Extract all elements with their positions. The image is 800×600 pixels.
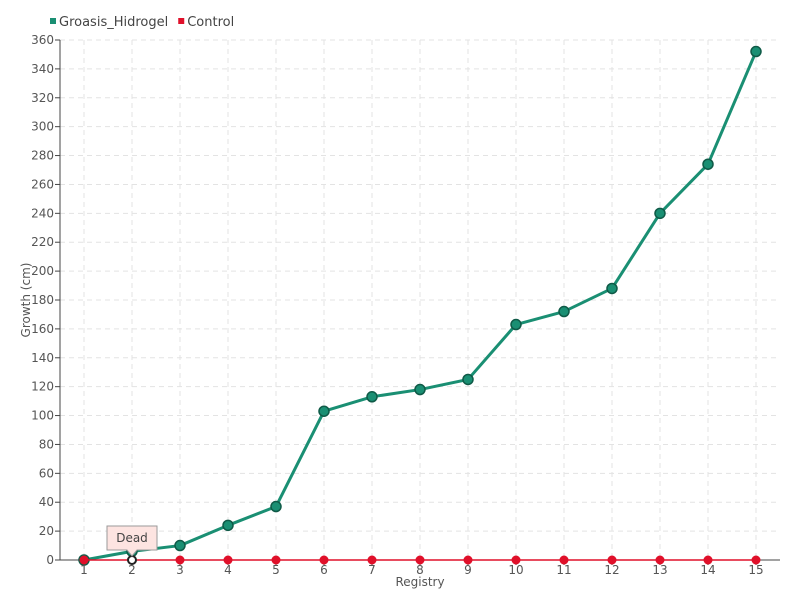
x-tick-label: 15 [748,563,763,577]
y-tick-label: 160 [31,322,54,336]
data-point [606,282,618,295]
data-point [79,555,89,565]
y-tick-label: 340 [31,62,54,76]
x-tick-label: 7 [368,563,376,577]
x-tick-label: 12 [604,563,619,577]
data-point [463,555,473,565]
x-tick-label: 3 [176,563,184,577]
data-point [318,405,330,417]
data-point [415,555,425,565]
data-point [510,318,522,331]
y-tick-label: 100 [31,409,54,423]
x-tick-label: 5 [272,563,280,577]
x-tick-label: 2 [128,563,136,577]
data-point [559,555,569,565]
x-tick-label: 8 [416,563,424,577]
grid [60,39,780,560]
y-tick-label: 220 [31,235,54,249]
y-tick-label: 200 [31,264,54,278]
data-point [751,555,761,565]
data-point [367,555,377,565]
tooltip-label: Dead [116,531,148,545]
y-tick-label: 300 [31,120,54,134]
legend-label: Control [187,15,234,30]
data-point [654,207,666,220]
data-point [703,555,713,565]
data-point [655,555,665,565]
data-point [175,555,185,565]
y-axis-title: Growth (cm) [19,263,33,338]
x-tick-label: 9 [464,563,472,577]
tooltip-box [106,525,158,557]
y-tick-label: 0 [46,553,54,567]
y-tick-label: 240 [31,206,54,220]
data-point [174,539,186,552]
y-tick-label: 40 [39,495,54,509]
y-tick-label: 180 [31,293,54,307]
data-point [366,391,378,403]
x-axis-title: Registry [395,575,444,589]
y-tick-label: 280 [31,149,54,163]
legend-swatch [178,18,185,24]
y-tick-label: 260 [31,177,54,191]
y-tick-label: 20 [39,524,54,538]
x-tick-label: 13 [652,563,667,577]
data-point [511,555,521,565]
y-tick-label: 140 [31,351,54,365]
legend-swatch [50,18,56,24]
data-point [222,519,234,532]
tick-labels: 0 20 40 60 80 100 120 140 160 180 200 220 240 260 280 3… [31,33,764,577]
y-tick-label: 60 [39,466,54,480]
data-point [702,158,714,170]
y-tick-label: 120 [31,380,54,394]
annotations: Dead [106,525,158,557]
x-tick-label: 14 [700,563,715,577]
data-point [223,555,233,565]
y-tick-label: 80 [39,437,54,451]
legend: Groasis_Hidrogel Control [50,15,234,30]
x-tick-label: 6 [320,563,328,577]
x-tick-label: 4 [224,563,232,577]
data-point [270,500,282,513]
data-point [558,305,570,318]
y-tick-label: 320 [31,91,54,105]
data-point [607,555,617,565]
axes [55,39,780,565]
data-point [319,555,329,565]
x-tick-label: 11 [556,563,571,577]
x-tick-label: 1 [80,563,88,577]
data-point [414,383,426,396]
data-point [750,45,762,58]
y-tick-label: 360 [31,33,54,47]
data-point [462,373,474,386]
series-group [78,45,762,566]
data-point [271,555,281,565]
legend-label: Groasis_Hidrogel [59,15,168,30]
x-tick-label: 10 [508,563,523,577]
